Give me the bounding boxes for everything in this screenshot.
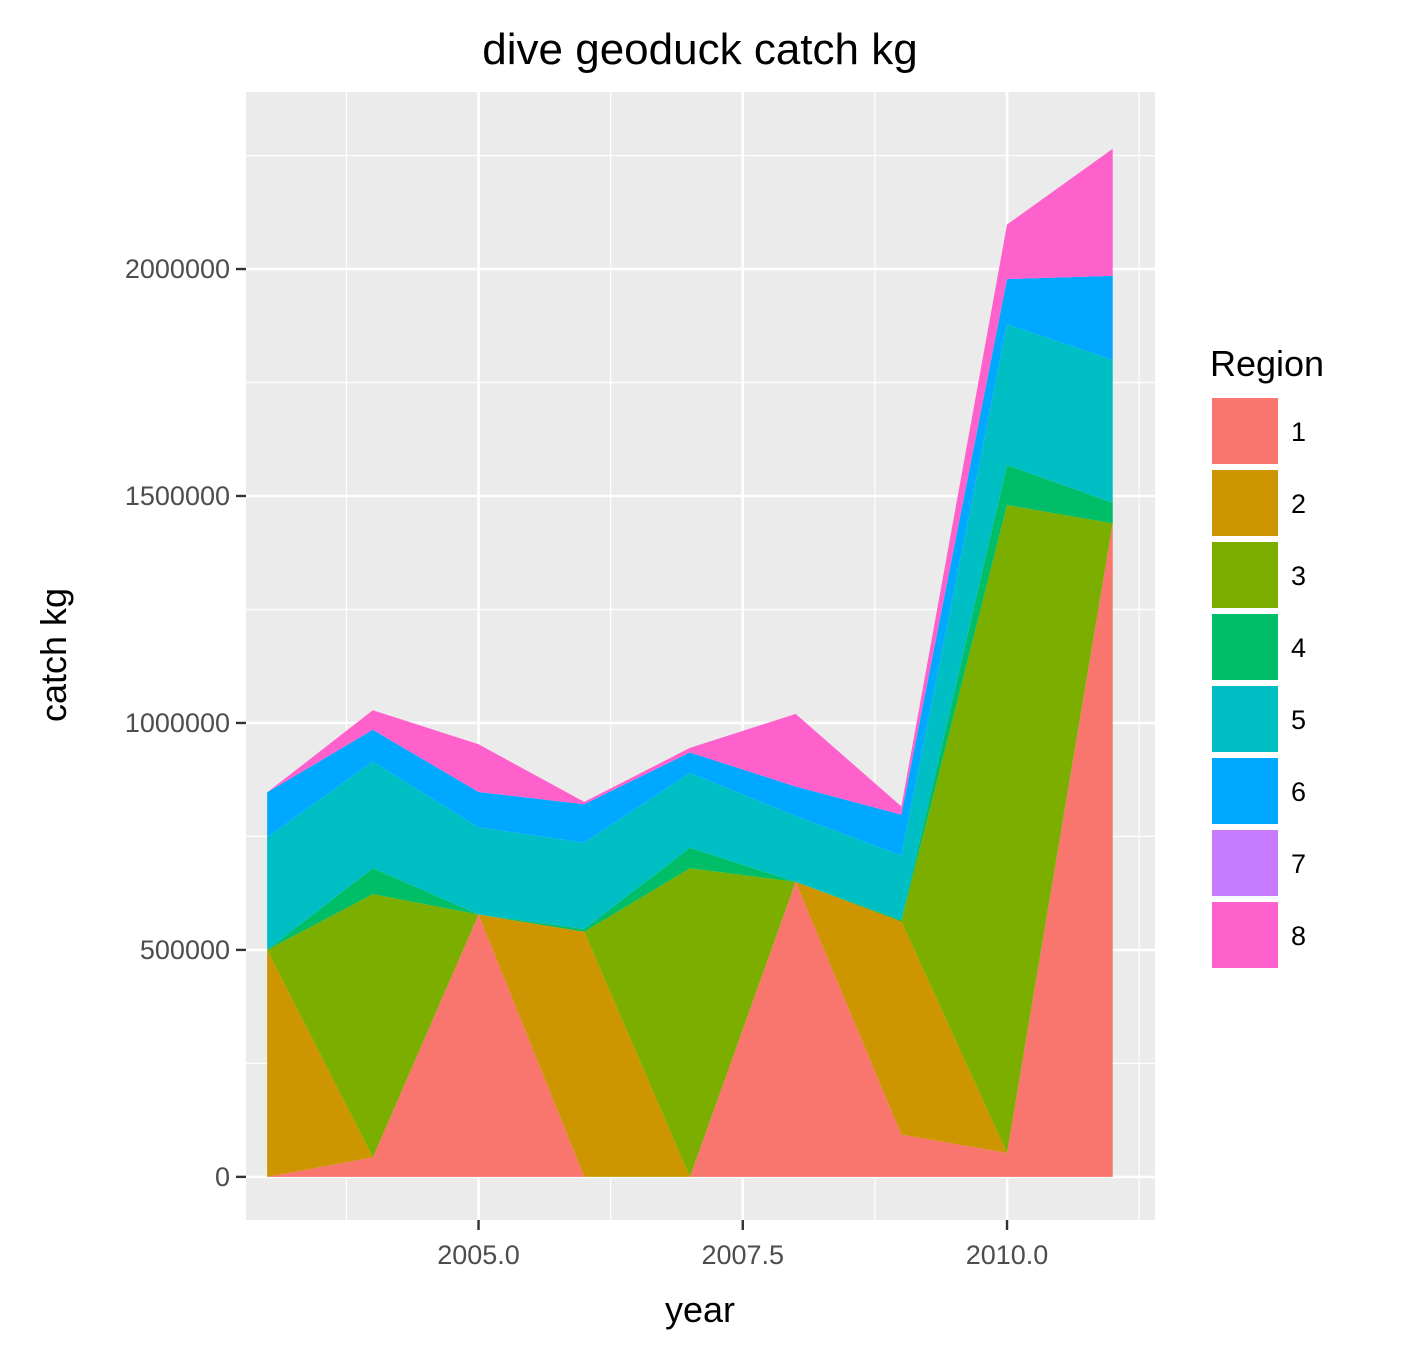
y-tick-label: 1500000 [125, 481, 230, 511]
legend-swatch-5 [1212, 686, 1278, 752]
legend-title: Region [1210, 343, 1324, 384]
x-tick-label: 2010.0 [966, 1240, 1049, 1270]
legend-swatch-1 [1212, 398, 1278, 464]
x-axis-title: year [665, 1289, 735, 1330]
area-series [267, 148, 1113, 1177]
y-tick-label: 500000 [140, 935, 230, 965]
legend-label-7: 7 [1291, 849, 1306, 879]
area-region-8 [267, 148, 1113, 815]
x-tick-label: 2005.0 [437, 1240, 520, 1270]
area-region-4 [267, 465, 1113, 950]
legend-swatch-4 [1212, 614, 1278, 680]
area-region-1 [267, 523, 1113, 1177]
area-region-2 [267, 523, 1113, 1177]
legend-items: 1 2 3 4 5 6 7 8 [1212, 398, 1306, 968]
legend-label-6: 6 [1291, 777, 1306, 807]
legend-swatch-3 [1212, 542, 1278, 608]
legend-swatch-6 [1212, 758, 1278, 824]
legend-swatch-2 [1212, 470, 1278, 536]
legend-label-2: 2 [1291, 489, 1306, 519]
y-tick-label: 0 [215, 1162, 230, 1192]
legend-label-3: 3 [1291, 561, 1306, 591]
x-axis: 2005.0 2007.5 2010.0 [437, 1220, 1048, 1270]
y-tick-label: 2000000 [125, 254, 230, 284]
chart-title: dive geoduck catch kg [482, 25, 917, 74]
y-axis-title: catch kg [33, 588, 74, 722]
y-axis: 0 500000 1000000 1500000 2000000 [125, 254, 246, 1192]
legend-swatch-8 [1212, 902, 1278, 968]
legend-label-4: 4 [1291, 633, 1306, 663]
x-tick-label: 2007.5 [701, 1240, 784, 1270]
area-region-5 [267, 324, 1113, 950]
legend-swatch-7 [1212, 830, 1278, 896]
y-tick-label: 1000000 [125, 708, 230, 738]
legend-label-8: 8 [1291, 921, 1306, 951]
legend-label-5: 5 [1291, 705, 1306, 735]
area-region-3 [267, 505, 1113, 1177]
legend-label-1: 1 [1291, 417, 1306, 447]
legend: Region 1 2 3 4 5 6 7 8 [1210, 343, 1324, 968]
